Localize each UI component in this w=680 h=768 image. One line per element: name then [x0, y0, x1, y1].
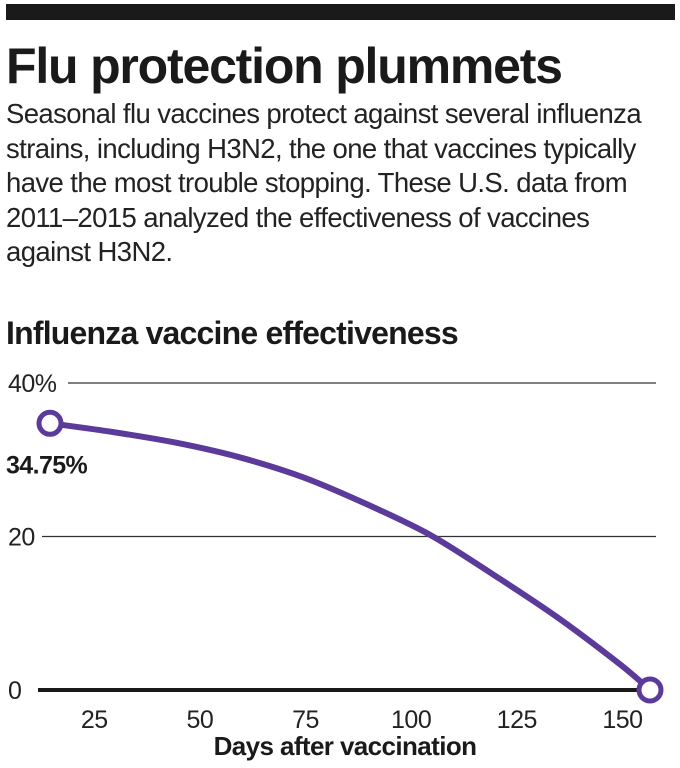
y-tick-label: 40%: [8, 370, 57, 398]
x-tick-label: 125: [497, 706, 537, 734]
top-rule: [6, 4, 675, 20]
end-point-marker: [636, 676, 664, 704]
x-tick-label: 50: [186, 706, 213, 734]
y-tick-label: 20: [8, 524, 35, 552]
x-tick-label: 150: [602, 706, 642, 734]
x-axis-label: Days after vaccination: [214, 731, 477, 761]
chart-title: Influenza vaccine effectiveness: [6, 315, 459, 351]
x-tick-label: 75: [292, 706, 319, 734]
start-point-marker: [36, 409, 64, 437]
x-tick-label: 100: [391, 706, 431, 734]
data-label: 34.75%: [6, 451, 88, 479]
headline: Flu protection plummets: [6, 38, 563, 94]
description: Seasonal flu vaccines protect against se…: [6, 98, 642, 267]
y-tick-label: 0: [8, 677, 21, 705]
x-tick-label: 25: [81, 706, 108, 734]
series-line: [47, 420, 653, 693]
